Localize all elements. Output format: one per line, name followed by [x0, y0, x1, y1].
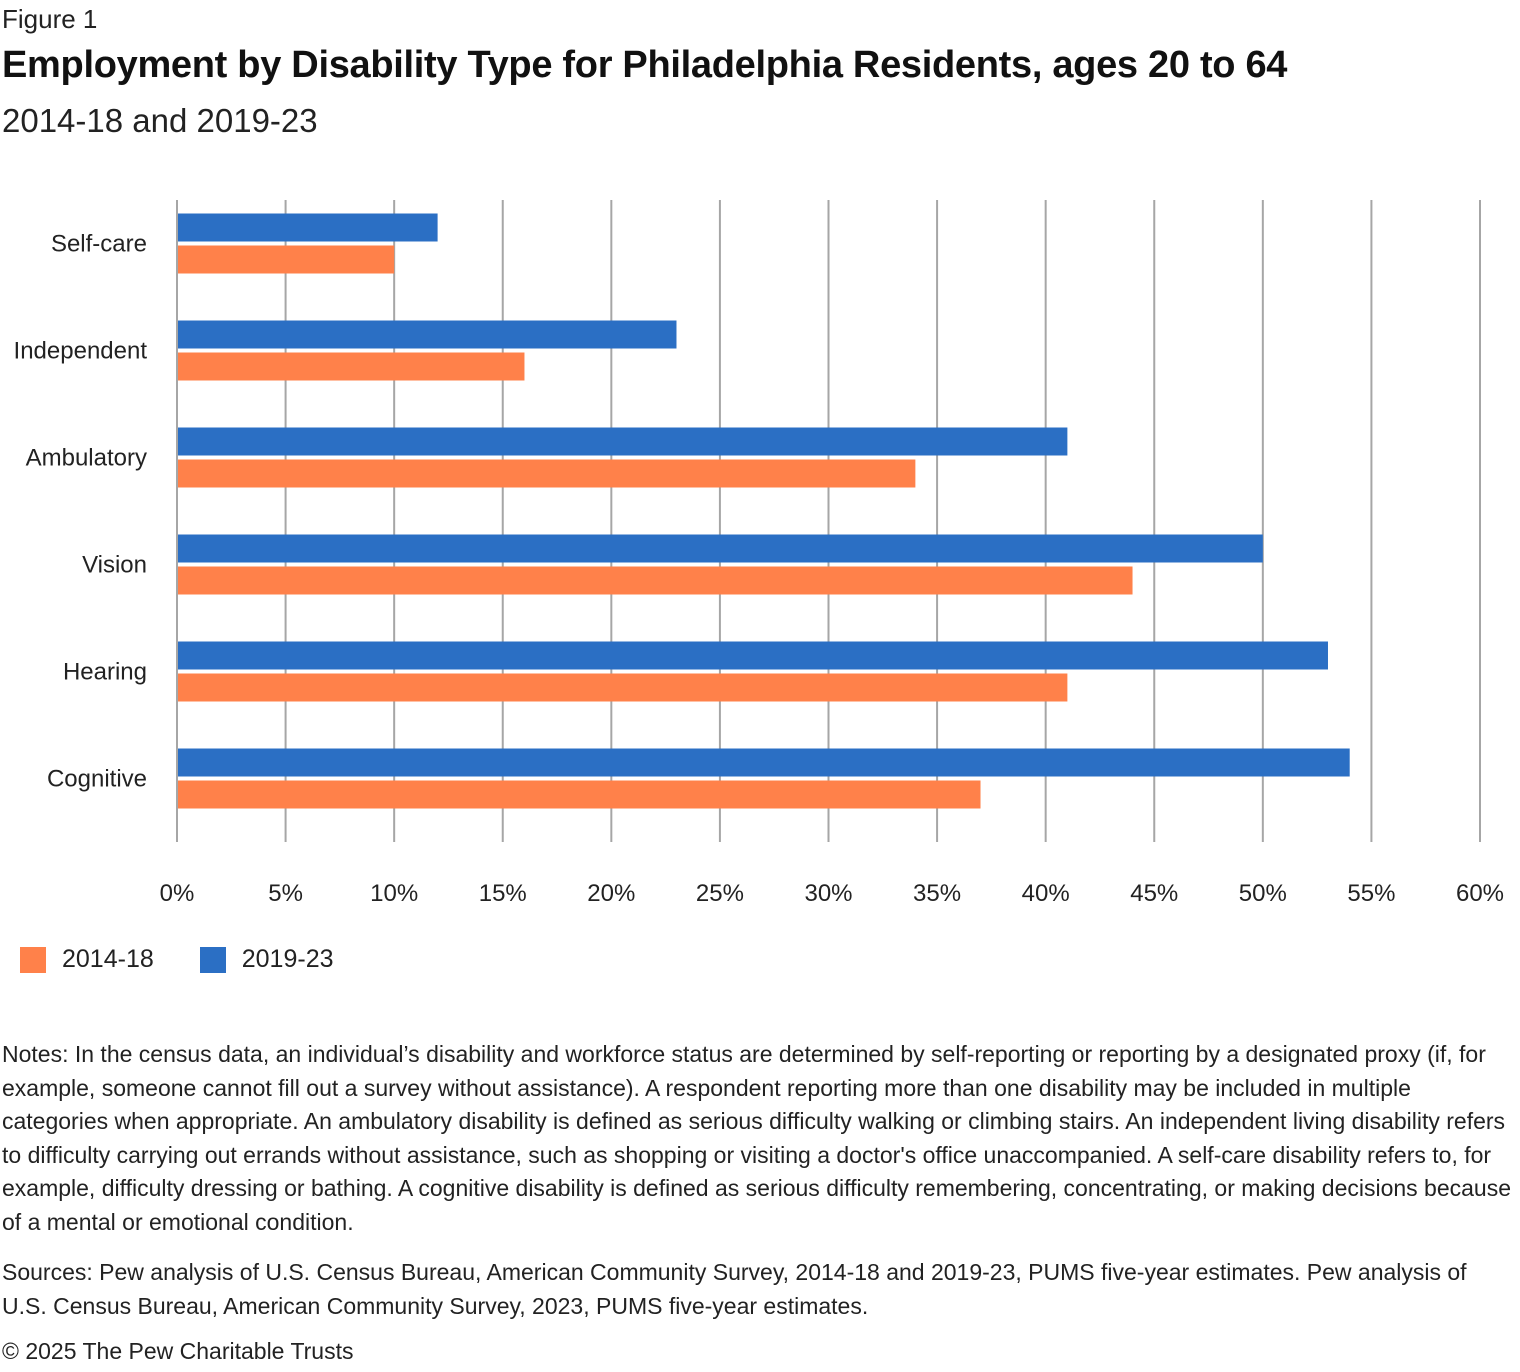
notes-text: Notes: In the census data, an individual…	[2, 1041, 1512, 1235]
bar-chart: Self-care Independent Ambulatory Vision Hear…	[14, 200, 1504, 907]
legend-item-2019-23: 2019-23	[199, 945, 334, 974]
legend-swatch-2019-23	[199, 946, 226, 973]
x-tick-label: 20%	[587, 880, 635, 907]
chart-subtitle: 2014-18 and 2019-23	[2, 102, 318, 139]
bar-2019-23-hearing	[178, 641, 1328, 670]
x-tick-label: 10%	[370, 880, 418, 907]
bar-2014-18-cognitive	[178, 780, 981, 809]
x-tick-label: 55%	[1347, 880, 1395, 907]
category-label: Cognitive	[47, 766, 147, 793]
figure-label: Figure 1	[2, 4, 98, 34]
x-tick-label: 5%	[268, 880, 303, 907]
chart-title: Employment by Disability Type for Philad…	[2, 44, 1288, 86]
bar-2019-23-ambulatory	[178, 427, 1068, 456]
legend: 2014-18 2019-23	[20, 945, 380, 974]
category-label: Independent	[14, 338, 148, 365]
bar-2014-18-vision	[178, 566, 1133, 595]
x-tick-label: 50%	[1239, 880, 1287, 907]
x-tick-label: 60%	[1456, 880, 1504, 907]
x-tick-label: 30%	[804, 880, 852, 907]
category-labels: Self-care Independent Ambulatory Vision Hear…	[14, 231, 148, 793]
bar-2019-23-vision	[178, 534, 1263, 563]
x-tick-label: 45%	[1130, 880, 1178, 907]
bar-2019-23-independent	[178, 320, 677, 349]
x-tick-label: 15%	[479, 880, 527, 907]
x-tick-label: 25%	[696, 880, 744, 907]
bar-2014-18-hearing	[178, 673, 1068, 702]
category-label: Vision	[82, 552, 147, 579]
bar-2014-18-self-care	[178, 245, 395, 274]
legend-item-2014-18: 2014-18	[20, 945, 154, 974]
bar-2019-23-self-care	[178, 213, 438, 242]
legend-swatch-2014-18	[20, 946, 46, 973]
x-tick-label: 40%	[1022, 880, 1070, 907]
category-label: Self-care	[51, 231, 147, 258]
x-tick-label: 0%	[160, 880, 195, 907]
copyright-text: © 2025 The Pew Charitable Trusts	[2, 1338, 354, 1364]
x-tick-labels: 0% 5% 10% 15% 20% 25% 30% 35% 40% 45% 50% 55% 60%	[160, 880, 1504, 907]
category-label: Ambulatory	[26, 445, 147, 472]
legend-label-2019-23: 2019-23	[241, 945, 334, 973]
bar-2014-18-ambulatory	[178, 459, 916, 488]
bars	[178, 213, 1350, 809]
category-label: Hearing	[63, 659, 147, 686]
gridlines	[176, 200, 1481, 842]
sources-text: Sources: Pew analysis of U.S. Census Bur…	[2, 1259, 1467, 1319]
bar-2019-23-cognitive	[178, 748, 1350, 777]
x-tick-label: 35%	[913, 880, 961, 907]
legend-label-2014-18: 2014-18	[62, 945, 154, 973]
bar-2014-18-independent	[178, 352, 525, 381]
